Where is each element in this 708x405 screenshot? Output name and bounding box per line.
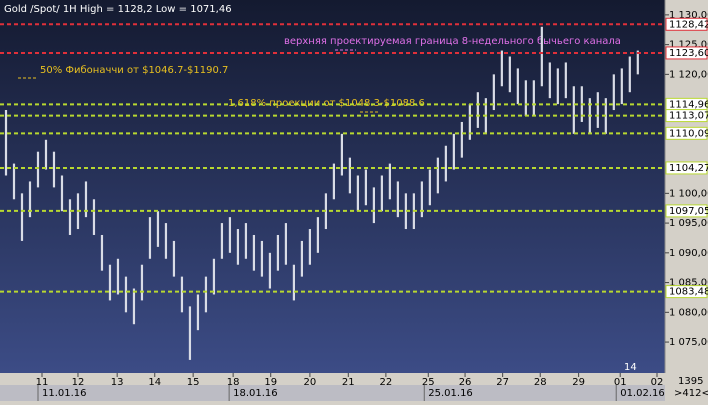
x-tick-label: 14 [148,377,161,388]
x-tick-label: 21 [342,377,355,388]
level-box [665,17,708,31]
y-tick-label: 1 080,00 [669,307,708,318]
level-box [665,161,708,175]
y-tick-label: 1 085,00 [669,278,708,289]
x-tick-label: 13 [111,377,124,388]
y-tick-label: 1 100,00 [669,188,708,199]
level-box [665,204,708,218]
date-tick-label: 11.01.16 [42,388,87,399]
date-tick-label: 25.01.16 [428,388,473,399]
footer-text: 14 [624,362,637,373]
level-label: 1083,48 [669,287,708,298]
plot-area [0,0,665,373]
level-box [665,109,708,123]
x-tick-label: 27 [496,377,509,388]
annotation: 50% Фибоначчи от $1046.7-$1190.7 [40,65,228,76]
x-tick-label: 15 [187,377,200,388]
y-tick-label: 1 075,00 [669,337,708,348]
level-label: 1123,60 [669,48,708,59]
level-box [665,126,708,140]
annotation: 1,618% проекции от $1048.3-$1088.6 [228,98,425,109]
level-label: 1114,96 [669,99,708,110]
y-tick-label: 1 095,00 [669,218,708,229]
level-label: 1097,05 [669,206,708,217]
x-tick-label: 26 [459,377,472,388]
y-tick-label: 1 130,00 [669,10,708,21]
x-tick-label: 28 [534,377,547,388]
level-label: 1104,27 [669,163,708,174]
x-tick-label: 20 [304,377,317,388]
level-label: 1110,09 [669,128,708,139]
footer-text: 1395 [678,376,703,387]
level-box [665,46,708,60]
x-tick-label: 01 [614,377,627,388]
date-strip [0,385,665,401]
x-tick-label: 19 [264,377,277,388]
chart-title: Gold /Spot/ 1H High = 1128,2 Low = 1071,… [4,4,232,15]
x-tick-label: 29 [572,377,585,388]
y-tick-label: 1 120,00 [669,69,708,80]
y-tick-label: 1 125,00 [669,40,708,51]
y-tick-label: 1 090,00 [669,248,708,259]
annotation: верхняя проектируемая граница 8-недельно… [284,36,621,47]
date-tick-label: 18.01.16 [233,388,278,399]
footer-text: >412< [674,388,708,399]
date-tick-label: 01.02.16 [620,388,665,399]
x-tick-label: 22 [380,377,393,388]
x-tick-label: 18 [227,377,240,388]
x-tick-label: 02 [651,377,664,388]
level-label: 1113,07 [669,111,708,122]
level-box [665,285,708,299]
x-tick-label: 11 [36,377,49,388]
x-tick-label: 12 [72,377,85,388]
level-label: 1128,42 [669,19,708,30]
x-tick-label: 25 [422,377,435,388]
